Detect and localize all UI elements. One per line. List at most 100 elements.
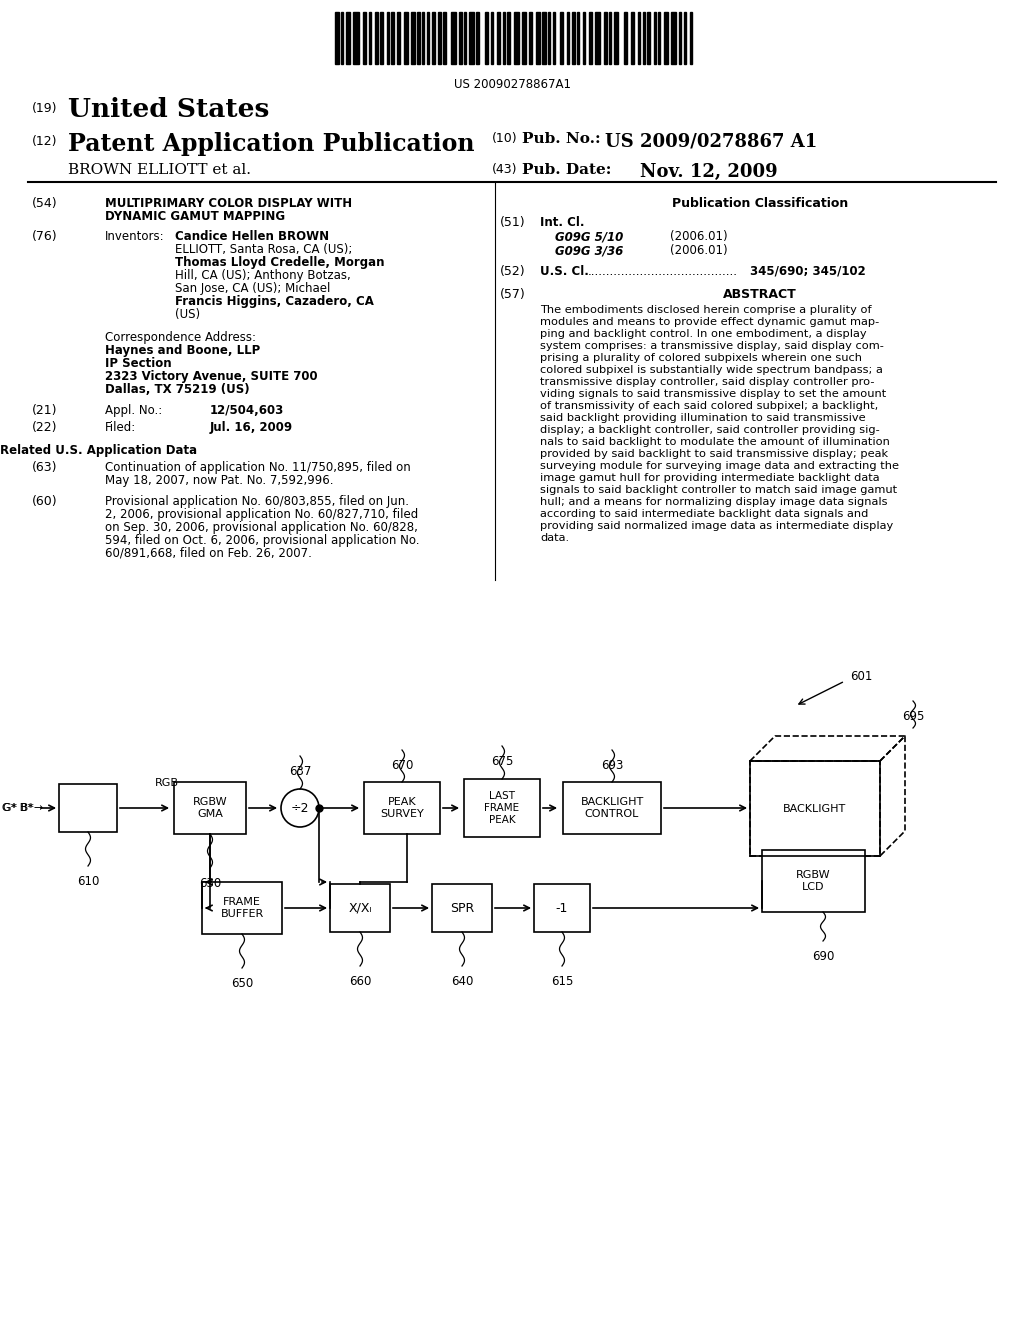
Text: (21): (21) <box>32 404 57 417</box>
Bar <box>464 779 540 837</box>
Text: 637: 637 <box>289 766 311 777</box>
Text: 12/504,603: 12/504,603 <box>210 404 285 417</box>
Bar <box>529 12 532 63</box>
Bar <box>397 12 400 63</box>
Text: (2006.01): (2006.01) <box>670 244 728 257</box>
Bar <box>375 12 378 63</box>
Bar <box>563 781 662 834</box>
Text: Dallas, TX 75219 (US): Dallas, TX 75219 (US) <box>105 383 250 396</box>
Text: RGBW
GMA: RGBW GMA <box>193 797 227 820</box>
Text: RGB: RGB <box>155 777 179 788</box>
Text: San Jose, CA (US); Michael: San Jose, CA (US); Michael <box>175 282 331 294</box>
Text: 2, 2006, provisional application No. 60/827,710, filed: 2, 2006, provisional application No. 60/… <box>105 508 418 521</box>
Bar <box>391 12 394 63</box>
Text: 594, filed on Oct. 6, 2006, provisional application No.: 594, filed on Oct. 6, 2006, provisional … <box>105 535 420 546</box>
Text: ping and backlight control. In one embodiment, a display: ping and backlight control. In one embod… <box>540 329 866 339</box>
Bar <box>443 12 446 63</box>
Bar <box>507 12 510 63</box>
Bar <box>362 12 366 63</box>
Bar <box>567 12 569 63</box>
Bar <box>387 12 389 63</box>
Text: (60): (60) <box>32 495 57 508</box>
Bar <box>643 12 645 63</box>
Bar <box>690 12 692 63</box>
Text: LAST
FRAME
PEAK: LAST FRAME PEAK <box>484 791 519 825</box>
Text: 610: 610 <box>77 875 99 888</box>
Text: G09G 5/10: G09G 5/10 <box>555 230 624 243</box>
Text: data.: data. <box>540 533 569 543</box>
Bar <box>417 12 420 63</box>
Bar <box>335 12 339 63</box>
Text: US 2009/0278867 A1: US 2009/0278867 A1 <box>605 132 817 150</box>
Text: Appl. No.:: Appl. No.: <box>105 404 162 417</box>
Text: (US): (US) <box>175 308 200 321</box>
Text: US 20090278867A1: US 20090278867A1 <box>454 78 570 91</box>
Text: Continuation of application No. 11/750,895, filed on: Continuation of application No. 11/750,8… <box>105 461 411 474</box>
Text: display; a backlight controller, said controller providing sig-: display; a backlight controller, said co… <box>540 425 880 436</box>
Text: Francis Higgins, Cazadero, CA: Francis Higgins, Cazadero, CA <box>175 294 374 308</box>
Text: BROWN ELLIOTT et al.: BROWN ELLIOTT et al. <box>68 162 251 177</box>
Text: May 18, 2007, now Pat. No. 7,592,996.: May 18, 2007, now Pat. No. 7,592,996. <box>105 474 334 487</box>
Bar <box>330 884 390 932</box>
Text: (43): (43) <box>492 162 517 176</box>
Text: (52): (52) <box>500 265 525 279</box>
Bar <box>548 12 550 63</box>
Text: said backlight providing illumination to said transmissive: said backlight providing illumination to… <box>540 413 865 422</box>
Text: PEAK
SURVEY: PEAK SURVEY <box>380 797 424 820</box>
Text: The embodiments disclosed herein comprise a plurality of: The embodiments disclosed herein compris… <box>540 305 871 315</box>
Text: Haynes and Boone, LLP: Haynes and Boone, LLP <box>105 345 260 356</box>
Text: signals to said backlight controller to match said image gamut: signals to said backlight controller to … <box>540 484 897 495</box>
Bar <box>353 12 359 63</box>
Bar <box>595 12 600 63</box>
Text: G09G 3/36: G09G 3/36 <box>555 244 624 257</box>
Text: RGBW
LCD: RGBW LCD <box>796 870 830 892</box>
Text: MULTIPRIMARY COLOR DISPLAY WITH: MULTIPRIMARY COLOR DISPLAY WITH <box>105 197 352 210</box>
Text: Patent Application Publication: Patent Application Publication <box>68 132 474 156</box>
Bar <box>572 12 575 63</box>
Text: 630: 630 <box>199 876 221 890</box>
Bar <box>404 12 408 63</box>
Bar <box>762 850 864 912</box>
Text: (63): (63) <box>32 461 57 474</box>
Text: BACKLIGHT: BACKLIGHT <box>783 804 847 813</box>
Bar <box>583 12 585 63</box>
Text: (22): (22) <box>32 421 57 434</box>
Text: (76): (76) <box>32 230 57 243</box>
Text: (12): (12) <box>32 135 57 148</box>
Text: on Sep. 30, 2006, provisional application No. 60/828,: on Sep. 30, 2006, provisional applicatio… <box>105 521 418 535</box>
Bar <box>438 12 441 63</box>
Text: Filed:: Filed: <box>105 421 136 434</box>
Bar <box>380 12 383 63</box>
Text: colored subpixel is substantially wide spectrum bandpass; a: colored subpixel is substantially wide s… <box>540 366 883 375</box>
Text: 670: 670 <box>391 759 414 772</box>
Bar <box>503 12 505 63</box>
Text: Candice Hellen BROWN: Candice Hellen BROWN <box>175 230 329 243</box>
Bar <box>534 884 590 932</box>
Bar <box>589 12 592 63</box>
Text: Publication Classification: Publication Classification <box>672 197 848 210</box>
Text: 693: 693 <box>601 759 624 772</box>
Text: Correspondence Address:: Correspondence Address: <box>105 331 256 345</box>
Bar <box>485 12 488 63</box>
Text: 2323 Victory Avenue, SUITE 700: 2323 Victory Avenue, SUITE 700 <box>105 370 317 383</box>
Bar <box>614 12 618 63</box>
Bar <box>638 12 640 63</box>
Text: system comprises: a transmissive display, said display com-: system comprises: a transmissive display… <box>540 341 884 351</box>
Text: 650: 650 <box>230 977 253 990</box>
Bar <box>609 12 611 63</box>
Text: viding signals to said transmissive display to set the amount: viding signals to said transmissive disp… <box>540 389 886 399</box>
Bar <box>174 781 246 834</box>
Text: X/Xₗ: X/Xₗ <box>348 902 372 915</box>
Bar <box>202 882 282 935</box>
Bar <box>654 12 656 63</box>
Text: Hill, CA (US); Anthony Botzas,: Hill, CA (US); Anthony Botzas, <box>175 269 351 282</box>
Bar <box>658 12 660 63</box>
Bar <box>422 12 424 63</box>
Text: 660: 660 <box>349 975 371 987</box>
Bar <box>432 12 435 63</box>
Text: 675: 675 <box>490 755 513 768</box>
Text: (54): (54) <box>32 197 57 210</box>
Bar <box>577 12 579 63</box>
Bar <box>671 12 676 63</box>
Bar <box>451 12 456 63</box>
